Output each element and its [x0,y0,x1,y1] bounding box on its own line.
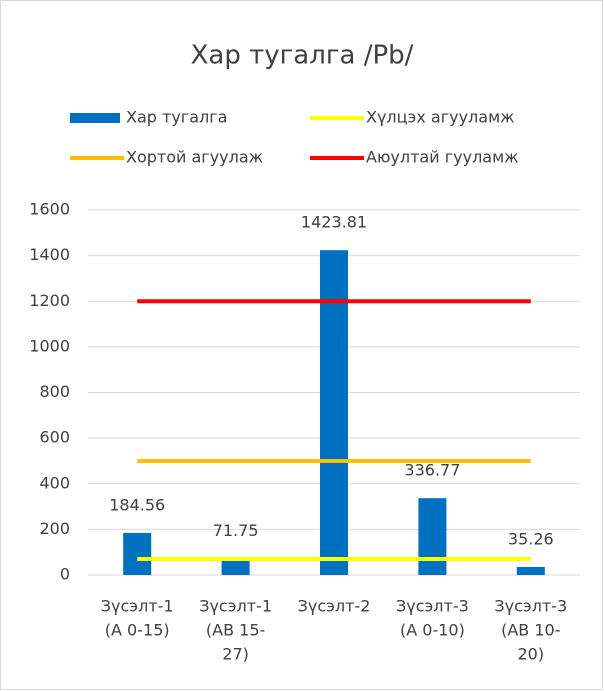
x-tick-label: 20) [517,645,544,664]
y-tick-label: 1600 [29,200,70,219]
y-tick-label: 0 [60,565,70,584]
x-tick-label: (A 0-15) [105,621,170,640]
legend-label: Хар тугалга [126,108,227,127]
legend-label: Хортой агуулаж [126,148,263,167]
data-label: 184.56 [109,495,165,514]
x-tick-label: 27) [222,645,249,664]
bar [516,566,545,575]
legend-swatch [70,113,120,123]
x-tick-label: Зүсэлт-1 [101,597,174,616]
x-tick-label: Зүсэлт-3 [396,597,469,616]
data-label: 336.77 [404,461,460,480]
y-tick-label: 1400 [29,245,70,264]
y-tick-label: 400 [39,473,70,492]
y-tick-label: 800 [39,382,70,401]
x-tick-label: Зүсэлт-1 [199,597,272,616]
x-tick-label: (A 0-10) [400,621,465,640]
legend-label: Аюултай гууламж [366,148,519,167]
bar [221,558,250,575]
y-tick-label: 600 [39,428,70,447]
bar [320,250,348,575]
x-tick-label: Зүсэлт-3 [494,597,567,616]
data-label: 1423.81 [301,213,367,232]
x-tick-label: Зүсэлт-2 [298,597,371,616]
x-tick-label: (AB 15- [206,621,265,640]
data-label: 71.75 [213,521,259,540]
y-tick-label: 1000 [29,336,70,355]
bar [123,532,152,575]
data-label: 35.26 [508,529,554,548]
legend-label: Хүлцэх агууламж [366,108,515,127]
chart-title: Хар тугалга /Pb/ [191,41,414,71]
y-tick-label: 200 [39,519,70,538]
bar [418,498,447,575]
x-tick-label: (AB 10- [501,621,560,640]
y-tick-label: 1200 [29,291,70,310]
